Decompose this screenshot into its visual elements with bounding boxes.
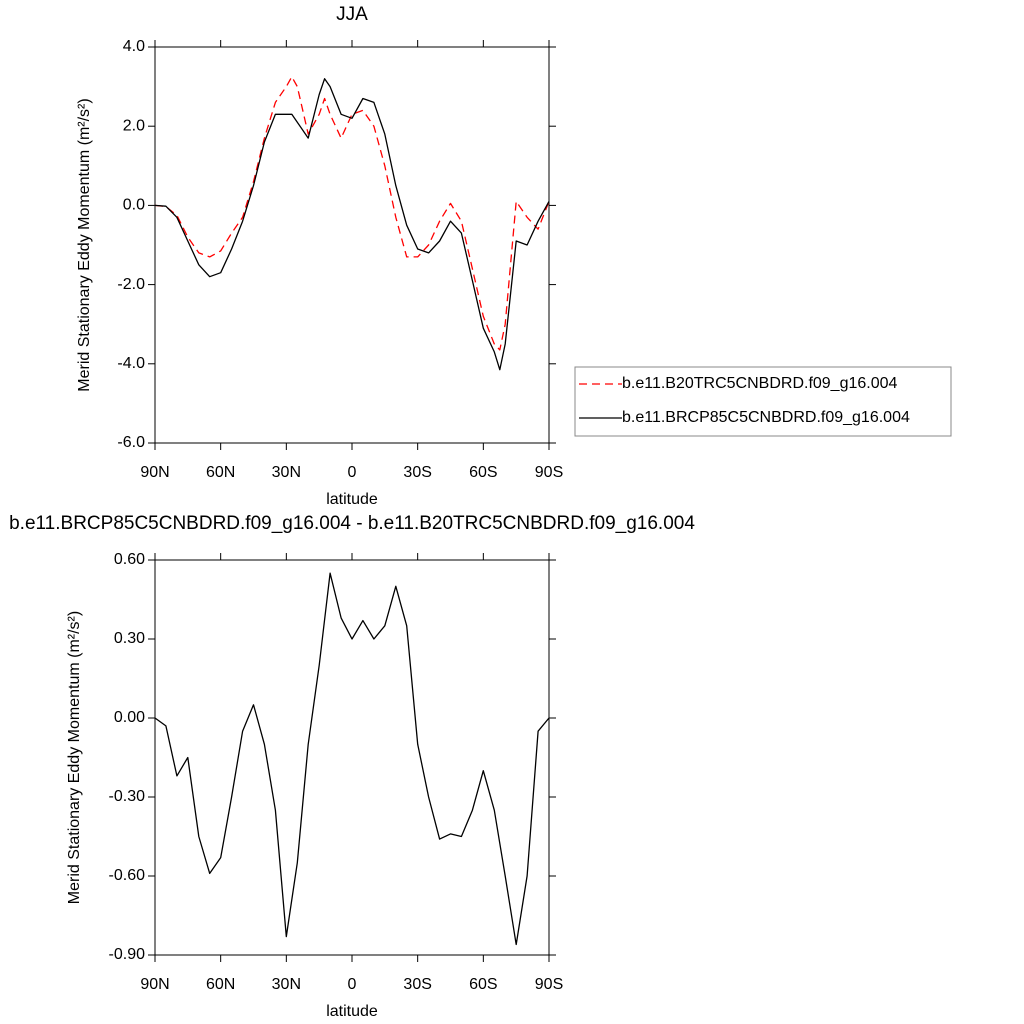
- y-tick-label: -2.0: [117, 276, 145, 293]
- data-line: [154, 572, 550, 946]
- x-tick-label: 60S: [469, 464, 497, 481]
- y-tick-label: 0.60: [114, 551, 145, 568]
- x-axis-label: latitude: [326, 491, 378, 508]
- y-axis-label: Merid Stationary Eddy Momentum (m²/s²): [76, 98, 93, 391]
- x-tick-label: 90S: [535, 464, 563, 481]
- x-tick-label: 90S: [535, 976, 563, 993]
- x-tick-label: 90N: [140, 464, 169, 481]
- legend-label: b.e11.BRCP85C5CNBDRD.f09_g16.004: [622, 409, 910, 426]
- y-tick-label: -6.0: [117, 434, 145, 451]
- x-tick-label: 30S: [403, 976, 431, 993]
- x-tick-label: 30N: [272, 976, 301, 993]
- x-tick-label: 60S: [469, 976, 497, 993]
- legend-box: [574, 366, 952, 437]
- plot-frame: [154, 559, 550, 956]
- y-tick-label: -0.90: [109, 946, 146, 963]
- chart-title: b.e11.BRCP85C5CNBDRD.f09_g16.004 - b.e11…: [9, 513, 695, 534]
- y-tick-label: 0.00: [114, 709, 145, 726]
- chart-title: JJA: [336, 4, 368, 25]
- data-line: [154, 78, 550, 371]
- x-tick-label: 0: [348, 464, 357, 481]
- data-line: [154, 76, 550, 351]
- y-tick-label: -0.60: [109, 867, 146, 884]
- y-tick-label: 0.0: [123, 197, 145, 214]
- x-tick-label: 90N: [140, 976, 169, 993]
- x-tick-label: 0: [348, 976, 357, 993]
- y-tick-label: -0.30: [109, 788, 146, 805]
- y-tick-label: 0.30: [114, 630, 145, 647]
- plot-frame: [154, 46, 550, 444]
- x-axis-label: latitude: [326, 1003, 378, 1020]
- y-tick-label: -4.0: [117, 355, 145, 372]
- y-tick-label: 4.0: [123, 38, 145, 55]
- legend-label: b.e11.B20TRC5CNBDRD.f09_g16.004: [622, 375, 898, 392]
- x-tick-label: 60N: [206, 464, 235, 481]
- x-tick-label: 60N: [206, 976, 235, 993]
- x-tick-label: 30S: [403, 464, 431, 481]
- y-axis-label: Merid Stationary Eddy Momentum (m²/s²): [66, 611, 83, 904]
- y-tick-label: 2.0: [123, 117, 145, 134]
- x-tick-label: 30N: [272, 464, 301, 481]
